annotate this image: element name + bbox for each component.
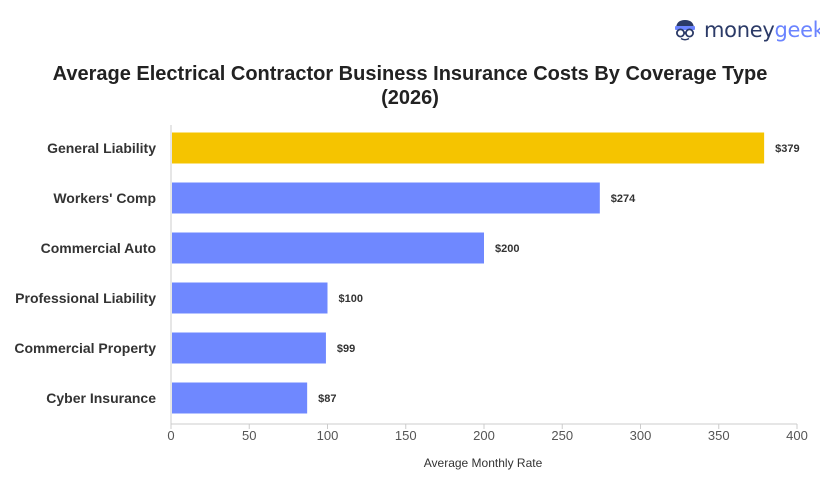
x-tick-label: 400 xyxy=(786,428,808,443)
nerd-glasses-icon xyxy=(675,20,695,41)
category-label: General Liability xyxy=(47,140,156,156)
value-label: $274 xyxy=(611,193,636,205)
bar xyxy=(172,182,600,214)
value-label: $87 xyxy=(318,393,336,405)
x-tick-label: 100 xyxy=(317,428,339,443)
category-label: Workers' Comp xyxy=(53,190,156,206)
category-label: Commercial Auto xyxy=(41,240,156,256)
value-label: $100 xyxy=(339,293,363,305)
x-tick-label: 200 xyxy=(473,428,495,443)
chart-title-line2: (2026) xyxy=(381,87,439,109)
x-tick-label: 250 xyxy=(551,428,573,443)
bar xyxy=(172,132,765,164)
x-axis-title: Average Monthly Rate xyxy=(424,456,543,470)
brand-logo: moneygeek xyxy=(672,18,820,42)
brand-name-part2: geek xyxy=(774,18,820,42)
x-axis: 0 50 100 150 200 250 300 350 400 xyxy=(167,125,808,443)
x-tick-label: 150 xyxy=(395,428,417,443)
bar xyxy=(172,232,484,264)
value-label: $379 xyxy=(775,143,799,155)
x-tick-label: 50 xyxy=(242,428,256,443)
bars-layer: General Liability $379 Workers' Comp $274 Co… xyxy=(14,132,800,414)
bar xyxy=(172,332,326,364)
x-tick-label: 0 xyxy=(167,428,174,443)
value-label: $99 xyxy=(337,343,355,355)
bar xyxy=(172,382,308,414)
chart-title: Average Electrical Contractor Business I… xyxy=(0,62,820,110)
category-label: Professional Liability xyxy=(15,290,156,306)
value-label: $200 xyxy=(495,243,519,255)
brand-name-part1: money xyxy=(704,18,775,42)
x-tick-label: 350 xyxy=(708,428,730,443)
x-tick-label: 300 xyxy=(630,428,652,443)
brand-name: moneygeek xyxy=(704,18,820,42)
category-label: Cyber Insurance xyxy=(46,390,156,406)
chart-title-line1: Average Electrical Contractor Business I… xyxy=(52,63,768,85)
category-label: Commercial Property xyxy=(14,340,156,356)
bar xyxy=(172,282,328,314)
